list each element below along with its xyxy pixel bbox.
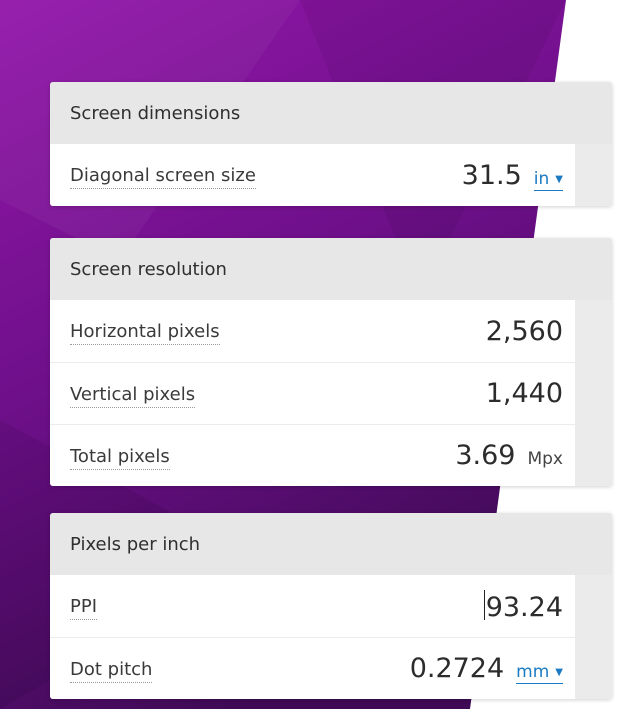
horizontal-pixels-row: Horizontal pixels 2,560	[50, 300, 575, 362]
ppi-row: PPI 93.24	[50, 575, 575, 637]
vertical-pixels-label[interactable]: Vertical pixels	[70, 384, 196, 408]
total-pixels-input[interactable]: 3.69	[455, 440, 516, 471]
vertical-pixels-row: Vertical pixels 1,440	[50, 362, 575, 424]
total-pixels-unit: Mpx	[527, 449, 563, 469]
caret-down-icon: ▼	[555, 667, 563, 678]
pixels-per-inch-card: Pixels per inch PPI 93.24 Dot pitch 0.27…	[50, 513, 612, 699]
dot-pitch-unit-select[interactable]: mm ▼	[516, 662, 563, 684]
dot-pitch-label[interactable]: Dot pitch	[70, 659, 153, 683]
dot-pitch-input[interactable]: 0.2724	[409, 653, 505, 684]
vertical-pixels-input[interactable]: 1,440	[485, 378, 563, 409]
dot-pitch-row: Dot pitch 0.2724 mm ▼	[50, 637, 575, 699]
diagonal-size-row: Diagonal screen size 31.5 in ▼	[50, 144, 575, 206]
horizontal-pixels-label[interactable]: Horizontal pixels	[70, 321, 220, 345]
ppi-label[interactable]: PPI	[70, 596, 98, 620]
ppi-input[interactable]: 93.24	[483, 589, 563, 623]
screen-dimensions-card: Screen dimensions Diagonal screen size 3…	[50, 82, 612, 206]
text-cursor	[483, 589, 485, 620]
diagonal-unit-label: in	[533, 168, 550, 189]
horizontal-pixels-input[interactable]: 2,560	[485, 315, 563, 347]
total-pixels-label[interactable]: Total pixels	[70, 446, 170, 470]
dot-pitch-unit-label: mm	[516, 662, 550, 682]
caret-down-icon: ▼	[555, 173, 563, 185]
pixels-per-inch-title: Pixels per inch	[50, 513, 612, 575]
diagonal-unit-select[interactable]: in ▼	[533, 168, 563, 191]
ppi-value: 93.24	[485, 591, 563, 623]
diagonal-size-label[interactable]: Diagonal screen size	[70, 165, 256, 189]
diagonal-size-input[interactable]: 31.5	[461, 159, 522, 191]
screen-resolution-title: Screen resolution	[50, 238, 612, 300]
screen-resolution-card: Screen resolution Horizontal pixels 2,56…	[50, 238, 612, 486]
total-pixels-row: Total pixels 3.69 Mpx	[50, 424, 575, 486]
screen-dimensions-title: Screen dimensions	[50, 82, 612, 144]
